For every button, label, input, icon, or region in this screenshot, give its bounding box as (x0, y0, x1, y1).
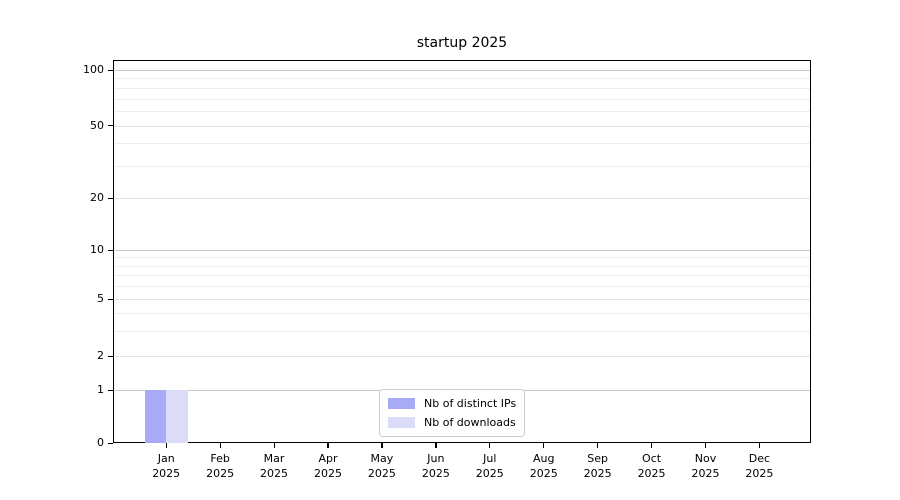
legend-swatch-downloads (388, 417, 415, 428)
x-tick-month: Feb (210, 452, 230, 465)
x-tick-month: Dec (748, 452, 771, 465)
legend-label-downloads: Nb of downloads (424, 416, 516, 429)
x-tick-label: Jun 2025 (408, 451, 464, 481)
x-tick-year: 2025 (260, 467, 289, 480)
x-tick-month: Nov (694, 452, 717, 465)
x-tick-label: Jan 2025 (138, 451, 194, 481)
x-tick-mark (435, 443, 437, 448)
legend-label-distinct-ips: Nb of distinct IPs (424, 397, 517, 410)
major-gridline (114, 299, 810, 300)
x-tick-year: 2025 (313, 467, 342, 480)
x-tick-label: Dec 2025 (731, 451, 787, 481)
x-tick-mark (705, 443, 707, 448)
bar-distinct-ips (144, 390, 167, 443)
x-tick-label: May 2025 (354, 451, 410, 481)
minor-gridline (114, 275, 810, 277)
x-tick-month: Jun (427, 452, 445, 465)
x-tick-year: 2025 (206, 467, 235, 480)
x-tick-label: Oct 2025 (624, 451, 680, 481)
y-tick-mark (108, 298, 113, 300)
y-tick-mark (108, 442, 113, 444)
x-tick-mark (273, 443, 275, 448)
y-tick-label: 0 (97, 436, 104, 449)
x-tick-label: Mar 2025 (246, 451, 302, 481)
x-tick-label: Aug 2025 (516, 451, 572, 481)
x-tick-year: 2025 (421, 467, 450, 480)
x-tick-year: 2025 (745, 467, 774, 480)
y-tick-mark (108, 197, 113, 199)
y-tick-label: 10 (90, 243, 104, 256)
major-gridline (114, 70, 810, 71)
y-tick-mark (108, 249, 113, 251)
major-gridline (114, 198, 810, 200)
major-gridline (114, 250, 810, 251)
x-tick-mark (597, 443, 599, 448)
x-tick-mark (219, 443, 221, 448)
minor-gridline (114, 143, 810, 145)
x-tick-label: Apr 2025 (300, 451, 356, 481)
legend: Nb of distinct IPs Nb of downloads (379, 389, 526, 437)
minor-gridline (114, 265, 810, 267)
x-tick-mark (327, 443, 329, 448)
x-tick-month: Sep (587, 452, 608, 465)
x-tick-year: 2025 (367, 467, 396, 480)
x-tick-year: 2025 (637, 467, 666, 480)
x-tick-label: Sep 2025 (570, 451, 626, 481)
x-tick-month: Apr (318, 452, 338, 465)
major-gridline (114, 125, 810, 127)
x-tick-mark (651, 443, 653, 448)
legend-swatch-distinct-ips (388, 398, 415, 409)
y-tick-label: 5 (97, 292, 104, 305)
major-gridline (114, 356, 810, 357)
x-tick-mark (381, 443, 383, 448)
x-tick-month: Jul (483, 452, 497, 465)
x-tick-month: Jan (157, 452, 175, 465)
plot-area: Nb of distinct IPs Nb of downloads (113, 60, 811, 443)
legend-item-downloads: Nb of downloads (388, 415, 516, 430)
minor-gridline (114, 330, 810, 332)
y-tick-mark (108, 125, 113, 127)
y-tick-mark (108, 69, 113, 71)
x-tick-month: Oct (642, 452, 662, 465)
y-tick-label: 100 (83, 63, 104, 76)
x-tick-mark (165, 443, 167, 448)
y-tick-mark (108, 355, 113, 357)
x-tick-year: 2025 (152, 467, 181, 480)
x-tick-month: May (370, 452, 394, 465)
x-tick-mark (758, 443, 761, 448)
minor-gridline (114, 78, 810, 80)
x-tick-year: 2025 (529, 467, 558, 480)
y-tick-mark (108, 389, 113, 391)
y-tick-label: 50 (90, 118, 104, 132)
chart-title: startup 2025 (416, 35, 508, 51)
x-tick-label: Feb 2025 (192, 451, 248, 481)
x-tick-year: 2025 (475, 467, 504, 480)
x-tick-year: 2025 (691, 467, 720, 480)
x-tick-mark (489, 443, 491, 448)
x-tick-mark (543, 443, 545, 448)
y-tick-label: 1 (97, 383, 104, 396)
y-tick-label: 2 (97, 349, 104, 362)
minor-gridline (114, 110, 810, 112)
x-tick-month: Aug (532, 452, 555, 465)
x-tick-month: Mar (263, 452, 285, 465)
minor-gridline (114, 257, 810, 259)
minor-gridline (114, 286, 810, 288)
minor-gridline (114, 166, 810, 168)
y-tick-label: 20 (90, 191, 104, 205)
x-tick-label: Jul 2025 (462, 451, 518, 481)
x-tick-year: 2025 (583, 467, 612, 480)
minor-gridline (114, 87, 810, 89)
legend-item-distinct-ips: Nb of distinct IPs (388, 396, 516, 411)
x-tick-label: Nov 2025 (678, 451, 734, 481)
minor-gridline (114, 98, 810, 100)
minor-gridline (114, 312, 810, 314)
bar-downloads (166, 390, 188, 443)
